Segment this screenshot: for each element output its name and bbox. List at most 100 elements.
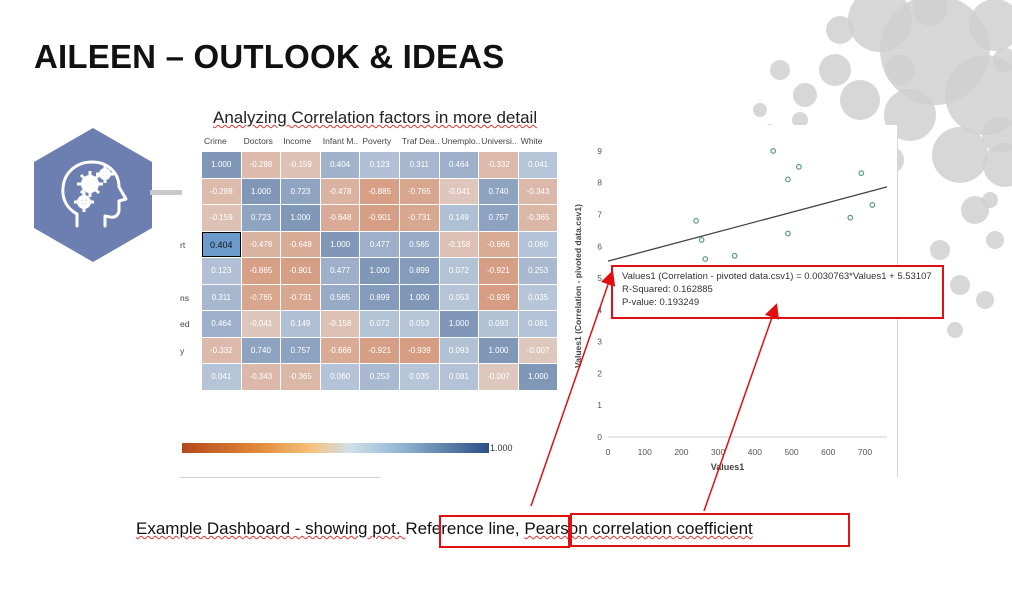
y-tick-label: 7	[597, 209, 602, 219]
heatmap-cell[interactable]: 1.000	[518, 364, 558, 390]
heatmap-cell[interactable]: -0.007	[518, 337, 558, 363]
heatmap-cell[interactable]: 0.035	[518, 284, 558, 310]
heatmap-cell[interactable]: -0.921	[360, 337, 399, 363]
heatmap-cell[interactable]: 1.000	[320, 231, 360, 257]
heatmap-cell[interactable]: 1.000	[439, 311, 479, 337]
bubble	[947, 322, 963, 338]
heatmap-cell[interactable]: -0.939	[400, 337, 439, 363]
heatmap-cell[interactable]: 1.000	[479, 337, 518, 363]
heatmap-cell[interactable]: -0.343	[518, 178, 558, 204]
heatmap-cell[interactable]: -0.901	[360, 205, 399, 231]
heatmap-cell[interactable]: -0.885	[241, 258, 281, 284]
heatmap-cell[interactable]: -0.478	[241, 231, 281, 257]
x-tick-label: 700	[858, 447, 872, 457]
heatmap-cell[interactable]: -0.007	[479, 364, 518, 390]
y-axis-label: Values1 (Correlation - pivoted data.csv1…	[575, 204, 583, 368]
heatmap-cell[interactable]: 0.053	[400, 311, 439, 337]
heatmap-cell[interactable]: 0.565	[320, 284, 360, 310]
heatmap-cell[interactable]: 1.000	[202, 152, 241, 178]
heatmap-cell[interactable]: 0.093	[439, 337, 479, 363]
heatmap-cell[interactable]: -0.939	[479, 284, 518, 310]
heatmap-cell[interactable]: 0.041	[518, 152, 558, 178]
heatmap-cell[interactable]: 0.477	[360, 231, 399, 257]
heatmap-cell[interactable]: -0.159	[281, 152, 320, 178]
heatmap-cell[interactable]: 0.081	[439, 364, 479, 390]
heatmap-cell[interactable]: 0.060	[518, 231, 558, 257]
heatmap-cell[interactable]: -0.648	[320, 205, 360, 231]
heatmap-cell[interactable]: 0.053	[439, 284, 479, 310]
heatmap-cell[interactable]: 0.723	[281, 178, 320, 204]
heatmap-cell[interactable]: 0.035	[400, 364, 439, 390]
heatmap-cell[interactable]: 1.000	[360, 258, 399, 284]
heatmap-cell[interactable]: 0.253	[518, 258, 558, 284]
heatmap-cell[interactable]: -0.731	[400, 205, 439, 231]
heatmap-cell[interactable]: -0.731	[281, 284, 320, 310]
heatmap-cell[interactable]: -0.158	[320, 311, 360, 337]
heatmap-cell[interactable]: 0.757	[479, 205, 518, 231]
heatmap-cell[interactable]: -0.343	[241, 364, 281, 390]
heatmap-cell[interactable]: -0.365	[518, 205, 558, 231]
heatmap-cell[interactable]: 1.000	[281, 205, 320, 231]
heatmap-cell[interactable]: 0.740	[241, 337, 281, 363]
x-tick-label: 200	[674, 447, 688, 457]
heatmap-cell[interactable]: -0.041	[241, 311, 281, 337]
heatmap-cell[interactable]: 0.253	[360, 364, 399, 390]
heatmap-cell[interactable]: 0.093	[479, 311, 518, 337]
heatmap-cell[interactable]: 0.464	[439, 152, 479, 178]
heatmap-cell[interactable]: 0.072	[439, 258, 479, 284]
bubble	[793, 83, 817, 107]
heatmap-cell[interactable]: -0.666	[320, 337, 360, 363]
heatmap-cell[interactable]: 0.757	[281, 337, 320, 363]
heatmap-cell[interactable]: 0.565	[400, 231, 439, 257]
heatmap-cell[interactable]: 0.060	[320, 364, 360, 390]
heatmap-cell[interactable]: 0.149	[281, 311, 320, 337]
heatmap-cell[interactable]: -0.666	[479, 231, 518, 257]
heatmap-cell[interactable]: 0.723	[241, 205, 281, 231]
heatmap-cell[interactable]: 0.311	[400, 152, 439, 178]
heatmap-cell[interactable]: -0.885	[360, 178, 399, 204]
heatmap-cell[interactable]: -0.901	[281, 258, 320, 284]
heatmap-cell[interactable]: 0.041	[202, 364, 241, 390]
heatmap-cell[interactable]: -0.158	[439, 231, 479, 257]
heatmap-cell[interactable]: -0.332	[479, 152, 518, 178]
heatmap-cell[interactable]: 0.899	[400, 258, 439, 284]
heatmap-cell[interactable]: -0.288	[241, 152, 281, 178]
tooltip-p-value: P-value: 0.193249	[622, 297, 700, 308]
heatmap-cell[interactable]: 0.899	[360, 284, 399, 310]
x-tick-label: 0	[606, 447, 611, 457]
caption-prefix: Example Dashboard - showing pot.	[136, 519, 406, 538]
heatmap-cell[interactable]: 0.477	[320, 258, 360, 284]
heatmap-cell-selected[interactable]: 0.404	[202, 231, 241, 257]
heatmap-cell[interactable]: 0.123	[360, 152, 399, 178]
x-tick-label: 500	[784, 447, 798, 457]
heatmap-cell[interactable]: 0.149	[439, 205, 479, 231]
heatmap-cell[interactable]: 0.311	[202, 284, 241, 310]
tooltip-equation: Values1 (Correlation - pivoted data.csv1…	[622, 271, 932, 282]
x-tick-label: 600	[821, 447, 835, 457]
heatmap-cell[interactable]: 1.000	[241, 178, 281, 204]
heatmap-cell[interactable]: 0.740	[479, 178, 518, 204]
heatmap-cell[interactable]: 0.081	[518, 311, 558, 337]
bubble	[976, 291, 994, 309]
heatmap-cell[interactable]: 0.404	[320, 152, 360, 178]
scatter-point	[770, 147, 777, 154]
heatmap-cell[interactable]: -0.332	[202, 337, 241, 363]
heatmap-cell[interactable]: 0.072	[360, 311, 399, 337]
heatmap-cell[interactable]: 0.464	[202, 311, 241, 337]
heatmap-cell[interactable]: -0.765	[400, 178, 439, 204]
heatmap-cell[interactable]: -0.288	[202, 178, 241, 204]
heatmap-cell[interactable]: -0.159	[202, 205, 241, 231]
bubble	[885, 55, 915, 85]
heatmap-cell[interactable]: -0.765	[241, 284, 281, 310]
heatmap-cell[interactable]: -0.365	[281, 364, 320, 390]
heatmap-cell[interactable]: 1.000	[400, 284, 439, 310]
heatmap-cell[interactable]: 0.123	[202, 258, 241, 284]
heatmap-cell[interactable]: -0.648	[281, 231, 320, 257]
bubble	[848, 0, 912, 52]
tooltip-r-squared: R-Squared: 0.162885	[622, 284, 713, 295]
heatmap-cell[interactable]: -0.921	[479, 258, 518, 284]
heatmap-cell[interactable]: -0.041	[439, 178, 479, 204]
correlation-heatmap[interactable]: Crime Doctors Income Infant M.. Poverty Traf …	[180, 128, 558, 390]
heatmap-row-label: ns	[180, 292, 189, 303]
heatmap-cell[interactable]: -0.478	[320, 178, 360, 204]
